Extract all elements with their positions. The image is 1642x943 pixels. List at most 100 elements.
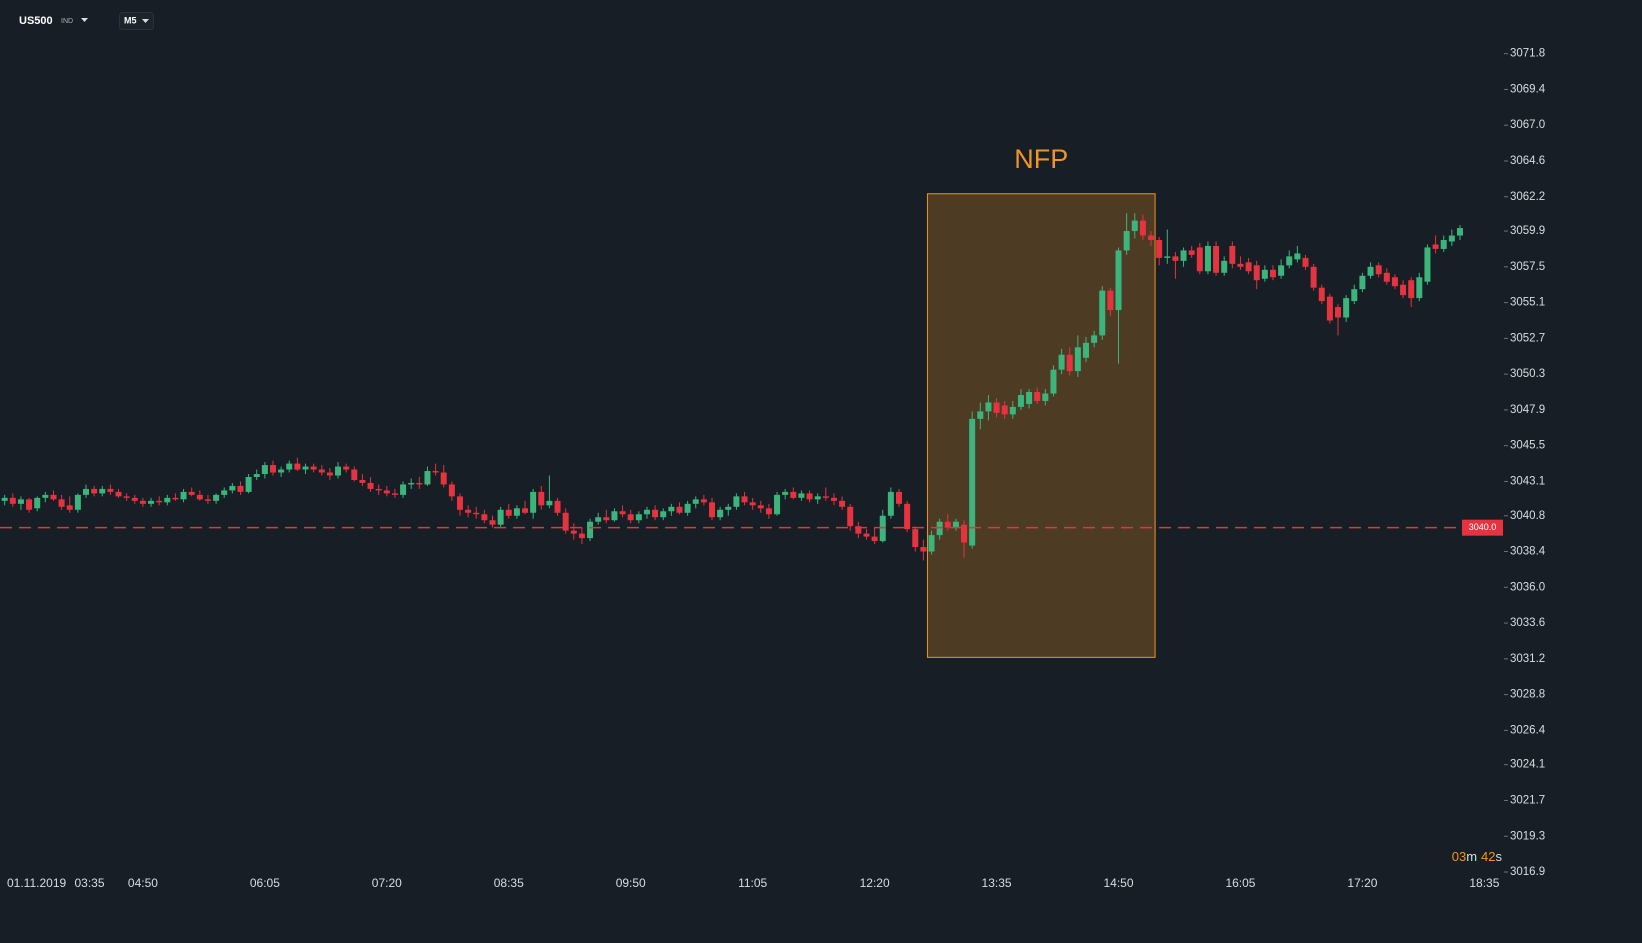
candle-body: [1400, 284, 1407, 296]
candle-body: [1440, 239, 1447, 249]
candle-body: [42, 494, 49, 498]
candle-body: [383, 490, 390, 494]
candle-body: [261, 465, 268, 475]
candle-body: [1034, 392, 1041, 401]
candle-body: [188, 491, 195, 495]
candle-body: [1009, 406, 1016, 415]
y-tick-label: 3043.1: [1510, 475, 1545, 487]
candle-body: [635, 514, 642, 521]
candle-body: [814, 496, 821, 500]
candle-body: [34, 497, 41, 509]
candle-body: [546, 500, 553, 506]
candle-body: [928, 535, 935, 552]
candle-body: [1343, 298, 1350, 318]
symbol-type: IND: [61, 18, 73, 25]
x-tick-label: 03:35: [74, 876, 104, 890]
y-tick-label: 3062.2: [1510, 191, 1545, 203]
candle-body: [1026, 392, 1033, 404]
candle-body: [416, 482, 423, 485]
candle-body: [99, 488, 106, 494]
candle-body: [1074, 347, 1081, 372]
candle-body: [692, 499, 699, 504]
candle-body: [961, 524, 968, 543]
candle-body: [400, 484, 407, 495]
candle-body: [1367, 266, 1374, 276]
candle-body: [1253, 265, 1260, 281]
y-tick-label: 3038.4: [1510, 546, 1546, 558]
candle-body: [1188, 250, 1195, 255]
candle-body: [725, 506, 732, 510]
candle-body: [424, 471, 431, 485]
candle-body: [74, 494, 81, 510]
candle-body: [896, 491, 902, 504]
symbol-selector[interactable]: US500 IND: [19, 15, 88, 27]
candle-body: [1424, 247, 1431, 282]
candle-body: [765, 508, 772, 515]
candle-body: [554, 500, 561, 513]
candle-body: [676, 506, 683, 513]
candle-body: [1237, 263, 1244, 267]
candle-body: [1196, 247, 1203, 272]
y-tick-label: 3067.0: [1510, 119, 1545, 131]
candle-body: [855, 526, 862, 534]
candle-body: [440, 472, 447, 485]
timeframe-selector[interactable]: M5: [119, 12, 154, 30]
candle-body: [432, 471, 439, 473]
x-tick-label: 09:50: [616, 876, 646, 890]
y-tick-label: 3064.6: [1510, 155, 1545, 167]
y-tick-label: 3055.1: [1510, 297, 1545, 309]
last-price-label: 3040.0: [1469, 522, 1497, 532]
candle-body: [156, 500, 163, 503]
candle-body: [1269, 269, 1276, 278]
candle-body: [611, 511, 618, 521]
timeframe: M5: [124, 15, 137, 25]
candle-body: [578, 533, 585, 539]
candle-body: [1180, 250, 1187, 261]
candle-body: [912, 529, 919, 548]
candle-body: [359, 479, 366, 483]
candle-body: [1432, 244, 1439, 249]
candle-body: [1066, 354, 1073, 372]
candle-body: [1359, 275, 1366, 290]
y-tick-label: 3036.0: [1510, 581, 1545, 593]
candle-body: [196, 494, 203, 500]
candle-body: [131, 497, 138, 501]
countdown-minutes-unit: m: [1466, 849, 1477, 864]
candle-body: [587, 521, 594, 539]
candle-body: [1302, 257, 1309, 267]
candle-body: [505, 509, 512, 516]
candle-body: [1245, 262, 1252, 272]
candle-body: [278, 469, 285, 473]
candle-body: [237, 485, 244, 492]
toolbar: US500 IND M5: [19, 12, 154, 30]
x-tick-label: 07:20: [372, 876, 402, 890]
x-tick-label: 18:35: [1469, 876, 1499, 890]
candle-body: [603, 517, 610, 521]
candle-body: [700, 499, 707, 503]
symbol: US500: [19, 15, 53, 27]
candle-body: [9, 497, 16, 504]
y-tick-label: 3057.5: [1510, 261, 1545, 273]
candle-body: [1375, 265, 1382, 275]
candle-body: [530, 491, 537, 513]
candle-body: [1229, 245, 1236, 264]
candle-body: [213, 494, 220, 501]
x-tick-label: 04:50: [128, 876, 158, 890]
candle-body: [847, 506, 854, 527]
candle-body: [977, 411, 984, 419]
y-tick-label: 3016.9: [1510, 866, 1545, 878]
candle-body: [1294, 253, 1301, 260]
candle-body: [1391, 277, 1398, 287]
candle-body: [969, 418, 976, 546]
candle-body: [920, 547, 927, 552]
x-tick-label: 16:05: [1225, 876, 1255, 890]
candle-body: [83, 488, 89, 495]
countdown-minutes: 03: [1452, 849, 1466, 864]
x-tick-label: 06:05: [250, 876, 280, 890]
candle-body: [1082, 342, 1089, 358]
y-tick-label: 3047.9: [1510, 404, 1545, 416]
candle-body: [1213, 245, 1220, 273]
y-tick-label: 3019.3: [1510, 830, 1545, 842]
